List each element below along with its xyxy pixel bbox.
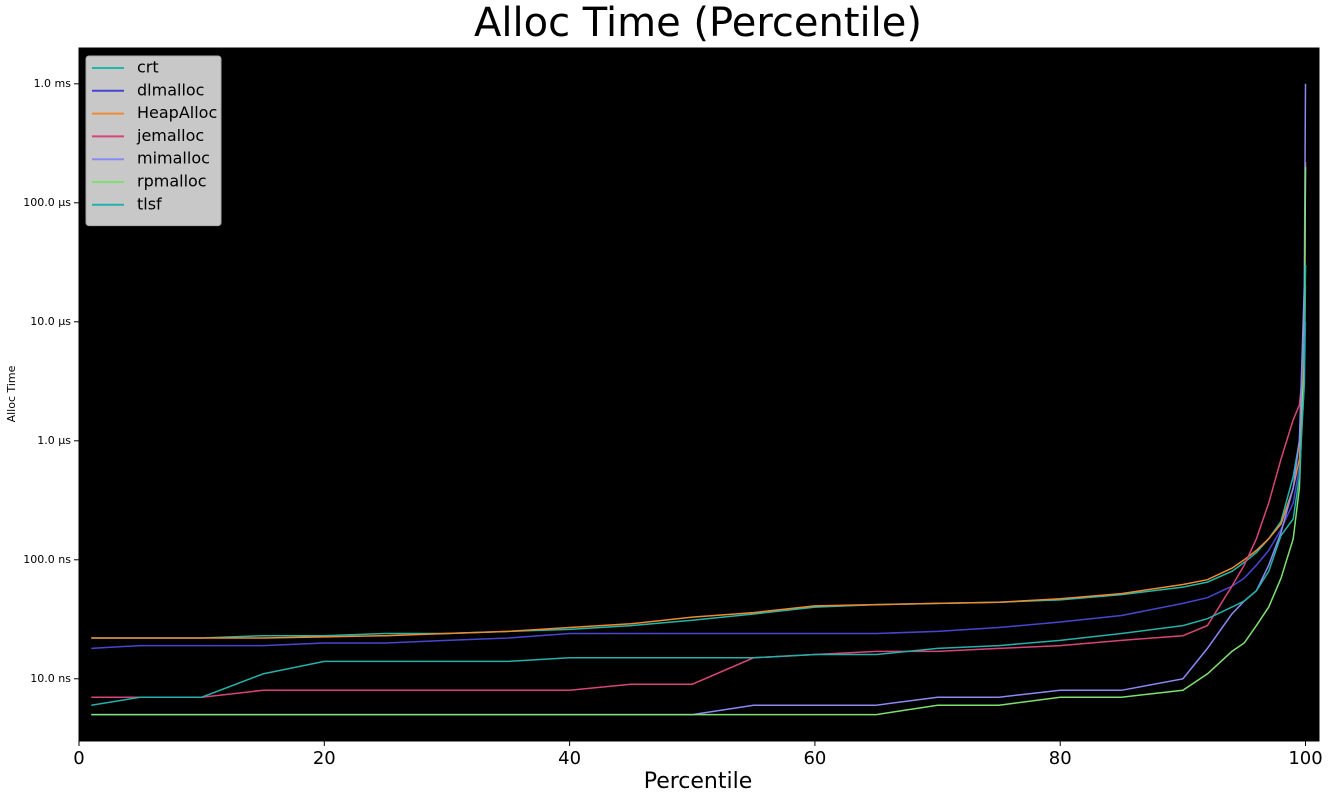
legend-label: crt bbox=[137, 58, 159, 77]
y-tick-label: 100.0 ns bbox=[23, 553, 71, 566]
legend-label: mimalloc bbox=[137, 149, 210, 168]
y-tick-label: 100.0 µs bbox=[23, 196, 71, 209]
series-line bbox=[91, 321, 1307, 650]
legend-label: HeapAlloc bbox=[137, 103, 217, 122]
y-tick-label: 10.0 ns bbox=[30, 672, 71, 685]
series-line bbox=[91, 162, 1307, 639]
x-tick-label: 0 bbox=[73, 748, 84, 769]
x-tick-label: 40 bbox=[558, 748, 581, 769]
chart-title: Alloc Time (Percentile) bbox=[474, 0, 922, 46]
series-line bbox=[91, 264, 1307, 706]
y-axis-label: Alloc Time bbox=[5, 365, 18, 422]
legend-box bbox=[85, 55, 222, 227]
legend-label: rpmalloc bbox=[137, 172, 207, 191]
legend-label: jemalloc bbox=[136, 126, 204, 145]
series-line bbox=[91, 166, 1307, 716]
y-tick-label: 10.0 µs bbox=[30, 315, 71, 328]
x-tick-label: 20 bbox=[313, 748, 336, 769]
x-tick-label: 80 bbox=[1049, 748, 1072, 769]
y-tick-label: 1.0 µs bbox=[37, 434, 71, 447]
plot-area bbox=[79, 48, 1319, 741]
x-tick-label: 60 bbox=[803, 748, 826, 769]
series-line bbox=[91, 285, 1307, 698]
x-tick-label: 100 bbox=[1288, 748, 1322, 769]
legend-label: dlmalloc bbox=[137, 80, 204, 99]
x-axis-label: Percentile bbox=[644, 769, 753, 794]
y-tick-label: 1.0 ms bbox=[34, 77, 72, 90]
axes-frame bbox=[78, 47, 1320, 742]
legend-label: tlsf bbox=[137, 194, 162, 213]
